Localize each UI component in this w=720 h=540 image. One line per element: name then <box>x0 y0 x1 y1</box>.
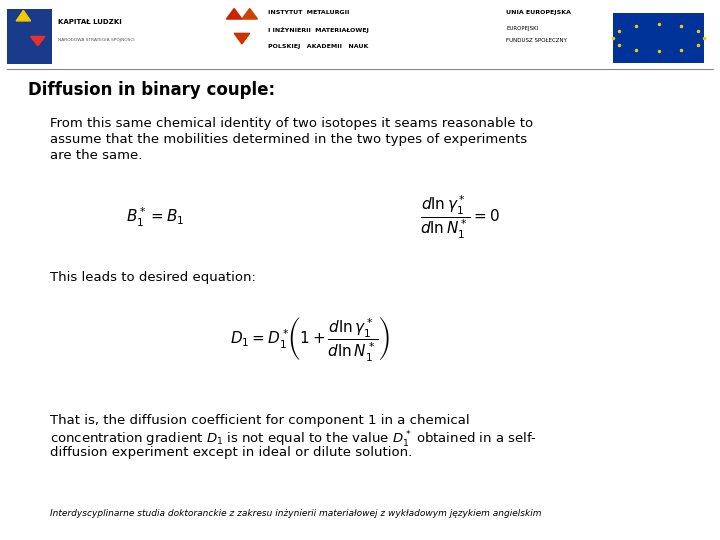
Text: NARODOWA STRATEGIA SPÓJNOŚCI: NARODOWA STRATEGIA SPÓJNOŚCI <box>58 38 134 42</box>
Text: That is, the diffusion coefficient for component 1 in a chemical: That is, the diffusion coefficient for c… <box>50 414 469 427</box>
Text: KAPITAŁ LUDZKI: KAPITAŁ LUDZKI <box>58 19 122 25</box>
Bar <box>7 9 53 64</box>
Text: From this same chemical identity of two isotopes it seams reasonable to: From this same chemical identity of two … <box>50 117 533 130</box>
Text: are the same.: are the same. <box>50 149 143 162</box>
Polygon shape <box>226 9 242 19</box>
Text: $B_1^* = B_1$: $B_1^* = B_1$ <box>126 206 184 229</box>
Text: diffusion experiment except in ideal or dilute solution.: diffusion experiment except in ideal or … <box>50 446 413 459</box>
Text: FUNDUSZ SPOŁECZNY: FUNDUSZ SPOŁECZNY <box>506 38 567 43</box>
Polygon shape <box>17 10 31 21</box>
Text: Diffusion in binary couple:: Diffusion in binary couple: <box>28 81 275 99</box>
Text: assume that the mobilities determined in the two types of experiments: assume that the mobilities determined in… <box>50 133 527 146</box>
Text: POLSKIEJ   AKADEMII   NAUK: POLSKIEJ AKADEMII NAUK <box>268 44 368 49</box>
Text: Interdyscyplinarne studia doktoranckie z zakresu inżynierii materiałowej z wykła: Interdyscyplinarne studia doktoranckie z… <box>50 509 541 518</box>
Text: I INŻYNIERII  MATERIAŁOWEJ: I INŻYNIERII MATERIAŁOWEJ <box>268 27 369 33</box>
Text: EUROPEJSKI: EUROPEJSKI <box>506 26 539 31</box>
Text: $D_1 = D_1^*\!\left(1 + \dfrac{d\ln\gamma_1^*}{d\ln N_1^*}\right)$: $D_1 = D_1^*\!\left(1 + \dfrac{d\ln\gamm… <box>230 315 390 363</box>
Text: INSTYTUT  METALURGII: INSTYTUT METALURGII <box>268 10 349 15</box>
Polygon shape <box>31 36 45 46</box>
Text: concentration gradient $D_1$ is not equal to the value $D_1^*$ obtained in a sel: concentration gradient $D_1$ is not equa… <box>50 430 537 450</box>
Polygon shape <box>242 9 258 19</box>
Text: $\dfrac{d\ln\gamma_1^*}{d\ln N_1^*} = 0$: $\dfrac{d\ln\gamma_1^*}{d\ln N_1^*} = 0$ <box>420 193 500 241</box>
Text: UNIA EUROPEJSKA: UNIA EUROPEJSKA <box>506 10 571 15</box>
Polygon shape <box>234 33 250 44</box>
Text: This leads to desired equation:: This leads to desired equation: <box>50 271 256 284</box>
Bar <box>613 13 704 63</box>
